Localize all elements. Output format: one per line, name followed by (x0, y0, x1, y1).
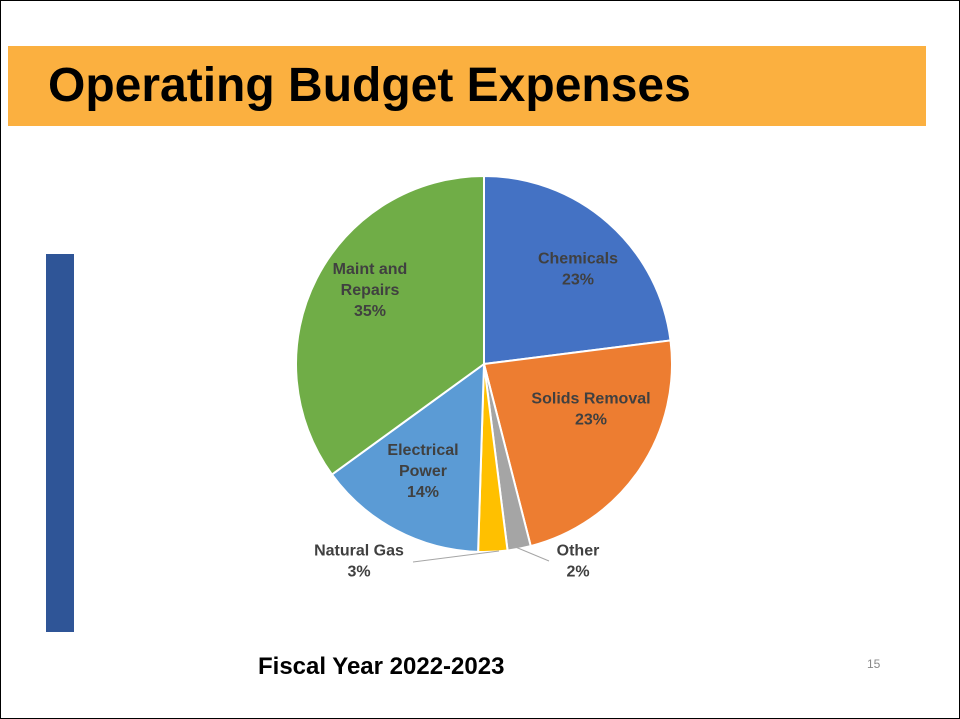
leader-line (412, 550, 500, 563)
chart-caption: Fiscal Year 2022-2023 (258, 653, 505, 680)
slice-label: Natural Gas 3% (314, 543, 404, 581)
slice-name-label: Electrical (387, 442, 458, 459)
slice-percent-label: 14% (407, 484, 439, 501)
pie-slice-maint-and-repairs (295, 174, 485, 476)
pie-slice-electrical-power (330, 361, 486, 553)
slice-percent-label: 3% (347, 564, 370, 581)
title-bar: Operating Budget Expenses (8, 46, 926, 126)
page-number: 15 (867, 657, 881, 671)
slice-percent-label: 23% (562, 272, 594, 289)
slice-label: Electrical Power 14% (387, 442, 458, 501)
slice-label: Maint and Repairs 35% (333, 261, 408, 320)
accent-bar (46, 254, 74, 632)
leader-line (512, 545, 550, 562)
slice-name-label: Power (399, 463, 447, 480)
slice-name-label: Maint and (333, 261, 408, 278)
pie-slice-chemicals (483, 174, 672, 366)
slice-name-label: Repairs (341, 282, 400, 299)
slice-label: Chemicals 23% (538, 251, 618, 289)
pie-slice-solids-removal (482, 339, 673, 548)
slice-name-label: Natural Gas (314, 543, 404, 560)
slice-percent-label: 23% (575, 412, 607, 429)
slice-percent-label: 2% (566, 564, 589, 581)
slice-name-label: Other (557, 543, 600, 560)
slice-name-label: Solids Removal (531, 391, 650, 408)
slice-percent-label: 35% (354, 303, 386, 320)
slide-title: Operating Budget Expenses (48, 59, 691, 112)
slice-name-label: Chemicals (538, 251, 618, 268)
slice-label: Solids Removal 23% (531, 391, 650, 429)
slice-label: Other 2% (557, 543, 600, 581)
